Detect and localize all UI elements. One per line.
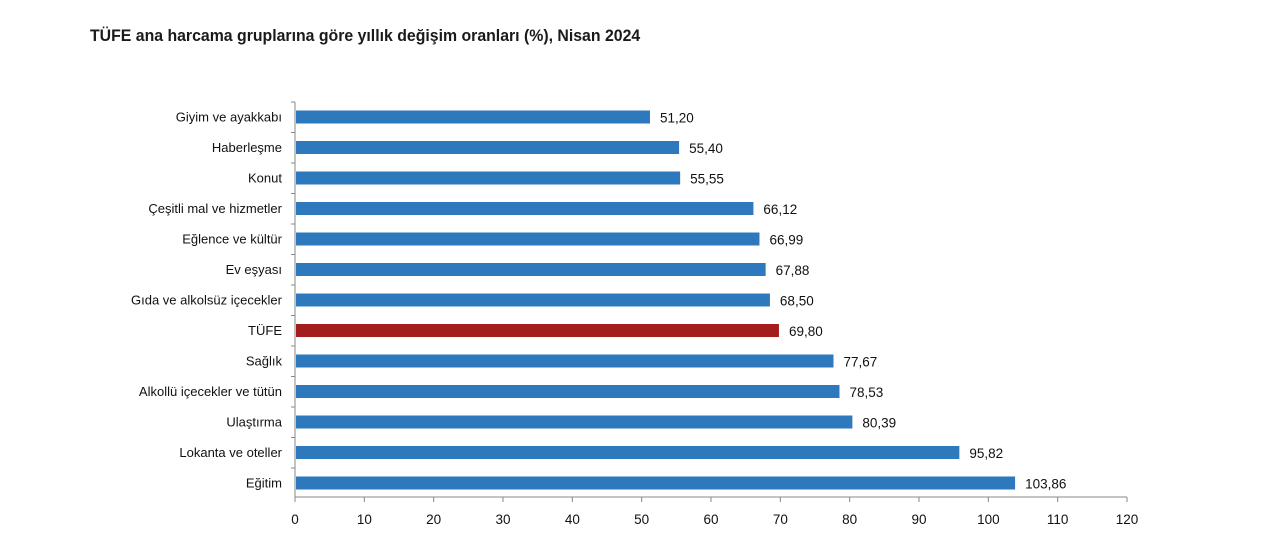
bar-0 bbox=[296, 110, 650, 124]
category-label: Haberleşme bbox=[212, 140, 282, 155]
category-label: Sağlık bbox=[246, 354, 283, 369]
x-tick-label: 110 bbox=[1047, 512, 1069, 527]
category-label: Eğitim bbox=[246, 476, 282, 491]
x-tick-label: 30 bbox=[495, 512, 510, 527]
category-label: Çeşitli mal ve hizmetler bbox=[148, 201, 282, 216]
x-tick-label: 40 bbox=[565, 512, 580, 527]
category-label: Ulaştırma bbox=[226, 415, 282, 430]
data-label: 69,80 bbox=[789, 324, 823, 339]
category-label: Gıda ve alkolsüz içecekler bbox=[131, 293, 283, 308]
category-label: Konut bbox=[248, 171, 282, 186]
bar-11 bbox=[296, 446, 960, 459]
category-label: Giyim ve ayakkabı bbox=[176, 110, 282, 125]
bar-1 bbox=[296, 141, 680, 154]
bar-5 bbox=[296, 263, 766, 276]
bar-2 bbox=[296, 171, 681, 185]
x-tick-label: 70 bbox=[773, 512, 788, 527]
bar-6 bbox=[296, 293, 770, 307]
data-label: 95,82 bbox=[969, 446, 1003, 461]
category-label: Eğlence ve kültür bbox=[182, 232, 282, 247]
category-label: Ev eşyası bbox=[226, 262, 282, 277]
data-label: 77,67 bbox=[844, 355, 878, 370]
bar-9 bbox=[296, 385, 840, 398]
x-tick-label: 120 bbox=[1116, 512, 1139, 527]
x-tick-label: 0 bbox=[291, 512, 299, 527]
x-tick-label: 60 bbox=[703, 512, 718, 527]
x-tick-label: 90 bbox=[911, 512, 926, 527]
data-label: 68,50 bbox=[780, 294, 814, 309]
bar-10 bbox=[296, 415, 853, 429]
data-label: 66,99 bbox=[769, 233, 803, 248]
x-tick-label: 80 bbox=[842, 512, 857, 527]
bar-4 bbox=[296, 232, 760, 246]
data-label: 67,88 bbox=[776, 263, 810, 278]
bar-3 bbox=[296, 202, 754, 215]
data-label: 51,20 bbox=[660, 111, 694, 126]
bar-7 bbox=[296, 324, 779, 337]
x-tick-label: 10 bbox=[357, 512, 372, 527]
x-tick-label: 100 bbox=[977, 512, 1000, 527]
data-label: 78,53 bbox=[849, 385, 883, 400]
bar-12 bbox=[296, 476, 1016, 490]
data-label: 103,86 bbox=[1025, 477, 1066, 492]
category-label: Alkollü içecekler ve tütün bbox=[139, 384, 282, 399]
chart-title: TÜFE ana harcama gruplarına göre yıllık … bbox=[90, 27, 641, 45]
category-label: TÜFE bbox=[248, 323, 282, 338]
data-label: 55,55 bbox=[690, 172, 724, 187]
category-label: Lokanta ve oteller bbox=[179, 445, 282, 460]
data-label: 55,40 bbox=[689, 141, 723, 156]
x-tick-label: 50 bbox=[634, 512, 649, 527]
bar-8 bbox=[296, 354, 834, 368]
x-tick-label: 20 bbox=[426, 512, 441, 527]
data-label: 80,39 bbox=[862, 416, 896, 431]
data-label: 66,12 bbox=[763, 202, 797, 217]
